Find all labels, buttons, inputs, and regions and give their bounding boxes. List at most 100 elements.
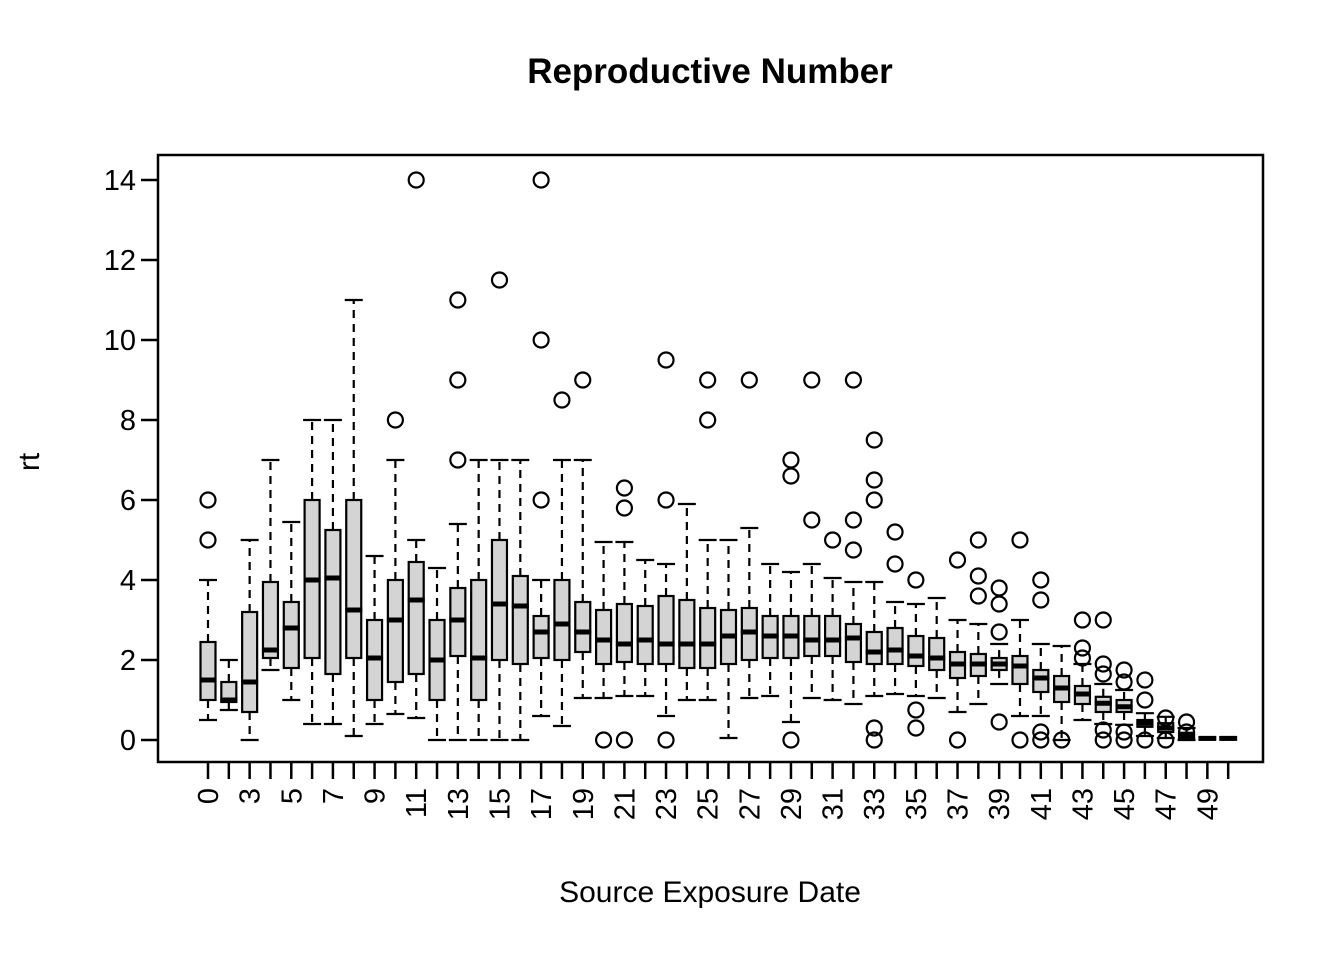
boxplot-cat-21: [615, 479, 634, 749]
iqr-box: [886, 626, 904, 666]
x-tick-label: 27: [734, 788, 766, 820]
boxplot-cat-29: [781, 451, 800, 749]
iqr-box: [1032, 668, 1050, 694]
boxplot-cat-18: [552, 391, 571, 728]
boxplot-cat-19: [573, 371, 592, 700]
outlier-point: [449, 371, 467, 389]
outlier-point: [740, 371, 758, 389]
boxplot-cat-30: [802, 371, 821, 700]
x-tick-label: 19: [568, 788, 600, 820]
iqr-box: [345, 498, 363, 660]
x-axis-title: Source Exposure Date: [559, 876, 861, 909]
boxplot-cat-44: [1094, 611, 1113, 749]
iqr-box: [574, 600, 592, 654]
boxplot-cat-16: [511, 458, 530, 742]
iqr-box: [199, 640, 217, 702]
outlier-point: [1094, 611, 1112, 629]
outlier-point: [844, 541, 863, 559]
boxplot-cat-27: [740, 371, 759, 700]
outlier-point: [844, 511, 863, 529]
x-tick-label: 9: [360, 788, 392, 804]
x-tick-label: 3: [235, 788, 267, 804]
x-tick-label: 11: [401, 788, 433, 818]
boxplot-cat-6: [303, 418, 322, 726]
boxplot-cat-0: [199, 491, 217, 722]
boxplot-cat-12: [428, 566, 447, 742]
boxplot-cat-37: [948, 551, 967, 749]
outlier-point: [1053, 731, 1071, 749]
outlier-point: [657, 731, 675, 749]
outlier-point: [907, 719, 925, 737]
y-tick-label: 6: [120, 485, 136, 517]
plot-frame: [156, 153, 1265, 764]
outlier-point: [1011, 731, 1029, 749]
outlier-point: [1032, 723, 1050, 741]
outlier-point: [1011, 531, 1029, 549]
iqr-box: [678, 598, 696, 670]
outlier-point: [532, 331, 550, 349]
iqr-box: [865, 630, 883, 666]
x-tick-label: 33: [859, 788, 891, 820]
iqr-box: [241, 610, 259, 714]
outlier-point: [969, 567, 987, 585]
x-tick-label: 17: [526, 788, 558, 820]
iqr-box: [553, 578, 571, 662]
outlier-point: [782, 731, 800, 749]
boxplot-cat-47: [1156, 709, 1175, 749]
outlier-point: [865, 491, 883, 509]
iqr-box: [470, 578, 488, 702]
outlier-point: [1073, 649, 1092, 667]
outlier-point: [449, 291, 467, 309]
iqr-box: [823, 614, 842, 658]
boxplot-cat-48: [1177, 713, 1196, 742]
outlier-point: [886, 523, 904, 541]
boxplot-cat-11: [407, 171, 426, 720]
iqr-box: [490, 538, 509, 662]
outlier-point: [969, 587, 987, 605]
outlier-point: [1157, 709, 1175, 727]
outlier-point: [844, 371, 863, 389]
outlier-point: [782, 467, 800, 485]
boxplot-cat-25: [698, 371, 717, 702]
outlier-point: [532, 491, 550, 509]
outlier-point: [1136, 731, 1154, 749]
boxplot-cat-33: [865, 431, 884, 749]
outlier-point: [1115, 723, 1133, 741]
iqr-box: [386, 578, 404, 684]
boxplot-cat-40: [1010, 531, 1029, 749]
outlier-point: [574, 371, 592, 389]
outlier-point: [782, 451, 800, 469]
outlier-point: [907, 701, 925, 719]
boxplot-cat-38: [969, 531, 988, 706]
outlier-point: [1115, 731, 1133, 749]
outlier-point: [886, 555, 904, 573]
y-tick-label: 4: [120, 565, 136, 597]
iqr-box: [803, 614, 821, 658]
boxplot-cat-26: [719, 538, 738, 740]
outlier-point: [865, 719, 883, 737]
iqr-box: [261, 580, 280, 660]
outlier-point: [1136, 691, 1154, 709]
outlier-point: [865, 431, 883, 449]
iqr-box: [699, 606, 717, 670]
iqr-box: [511, 574, 529, 666]
outlier-point: [657, 351, 675, 369]
outlier-point: [803, 371, 821, 389]
boxplot-cat-31: [823, 531, 842, 702]
x-tick-label: 29: [776, 788, 808, 820]
outlier-point: [594, 731, 613, 749]
x-tick-label: 7: [318, 788, 350, 804]
iqr-box: [907, 634, 925, 668]
boxplot-cat-14: [469, 458, 488, 742]
iqr-box: [1011, 654, 1029, 686]
outlier-point: [386, 411, 404, 429]
y-tick-label: 0: [120, 725, 136, 757]
boxplot-cat-24: [677, 502, 696, 702]
outlier-point: [823, 531, 842, 549]
iqr-box: [636, 604, 654, 666]
outlier-point: [1094, 721, 1112, 739]
boxplot-cat-1: [219, 658, 238, 712]
boxplot-cat-10: [386, 411, 405, 716]
x-tick-label: 15: [484, 788, 516, 820]
